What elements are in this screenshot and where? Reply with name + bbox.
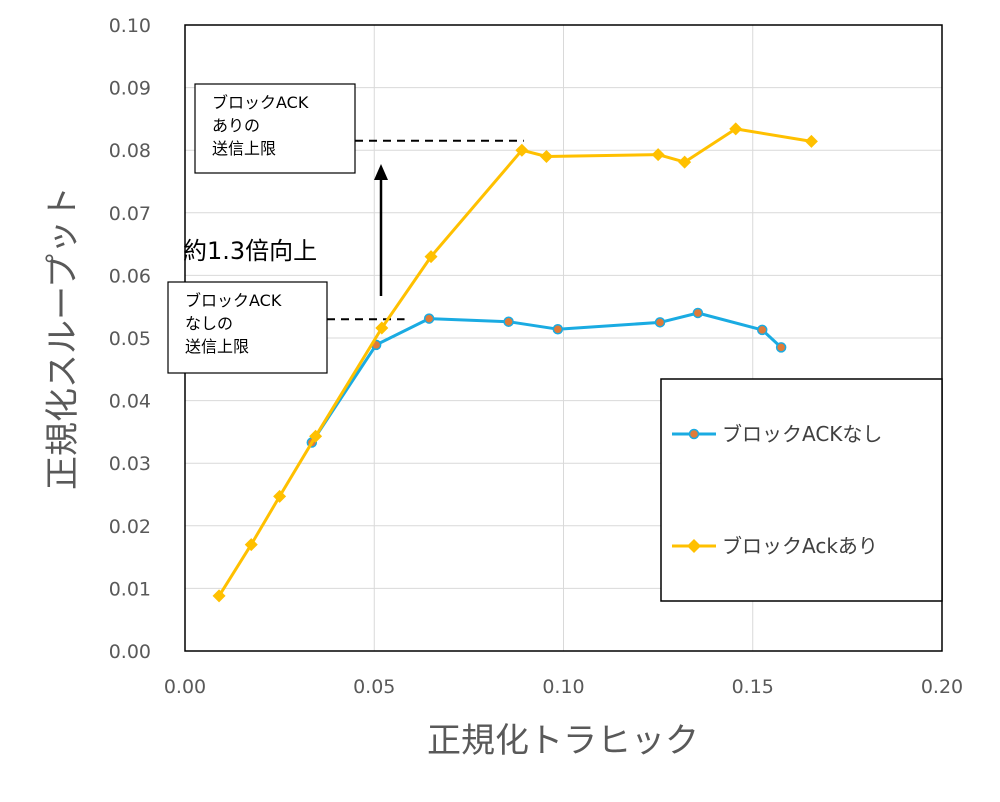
point-no-block-ack	[423, 313, 435, 324]
upper-limit-box-text: ありの	[212, 116, 260, 135]
y-tick-label: 0.09	[109, 78, 151, 100]
legend-box	[660, 378, 943, 602]
y-tick-labels: 0.00 0.01 0.02 0.03 0.04 0.05 0.06 0.07 0.08 0.09…	[109, 15, 151, 663]
legend-marker-no-block-ack	[688, 428, 700, 440]
x-tick-label: 0.15	[732, 676, 774, 698]
lower-limit-box-text: なしの	[185, 314, 233, 333]
lower-limit-box-text: ブロックACK	[185, 291, 282, 310]
point-block-ack	[651, 148, 665, 162]
point-no-block-ack	[775, 342, 787, 353]
y-tick-label: 0.00	[109, 641, 151, 663]
point-no-block-ack	[692, 307, 704, 319]
legend-label-block-ack: ブロックAckあり	[722, 534, 878, 558]
series-line-block-ack	[217, 127, 812, 597]
point-block-ack	[309, 429, 323, 443]
legend-label-no-block-ack: ブロックACKなし	[722, 422, 882, 446]
y-tick-label: 0.05	[109, 328, 151, 350]
point-block-ack	[515, 143, 529, 157]
improvement-label: 約1.3倍向上	[183, 237, 317, 265]
point-block-ack	[424, 250, 438, 264]
x-axis-title: 正規化トラヒック	[427, 721, 699, 761]
point-block-ack	[539, 149, 553, 163]
y-tick-label: 0.03	[109, 453, 151, 475]
lower-limit-box-text: 送信上限	[185, 337, 249, 356]
lower-limit-box-border	[167, 281, 328, 374]
point-no-block-ack	[654, 317, 666, 328]
y-tick-label: 0.08	[109, 140, 151, 162]
point-block-ack	[212, 589, 226, 603]
point-block-ack	[244, 538, 258, 552]
x-tick-label: 0.00	[164, 676, 206, 698]
improvement-arrow-head	[374, 164, 388, 180]
upper-limit-box-text: ブロックACK	[212, 93, 309, 112]
point-no-block-ack	[503, 316, 514, 327]
x-tick-labels: 0.00 0.05 0.10 0.15 0.20	[164, 676, 963, 698]
point-block-ack	[804, 134, 818, 148]
grid-lines	[185, 25, 942, 651]
upper-limit-box-border	[194, 83, 356, 174]
y-tick-label: 0.10	[109, 15, 151, 37]
x-tick-label: 0.20	[921, 676, 963, 698]
series-layer	[212, 122, 818, 603]
legend-marker-block-ack	[687, 539, 701, 553]
point-no-block-ack	[552, 323, 564, 335]
y-tick-label: 0.04	[109, 391, 151, 413]
x-tick-label: 0.05	[353, 676, 395, 698]
y-tick-label: 0.07	[109, 203, 151, 225]
point-no-block-ack	[756, 324, 768, 336]
point-block-ack	[729, 122, 743, 136]
legend: ブロックACKなし ブロックAckあり	[660, 378, 943, 602]
y-axis-title: 正規化スループット	[43, 186, 83, 490]
upper-limit-box-text: 送信上限	[212, 139, 276, 158]
y-tick-label: 0.06	[109, 265, 151, 287]
y-tick-label: 0.01	[109, 578, 151, 600]
point-block-ack	[678, 155, 692, 169]
x-tick-label: 0.10	[542, 676, 584, 698]
point-block-ack	[375, 321, 389, 335]
point-block-ack	[273, 489, 287, 503]
y-tick-label: 0.02	[109, 516, 151, 538]
